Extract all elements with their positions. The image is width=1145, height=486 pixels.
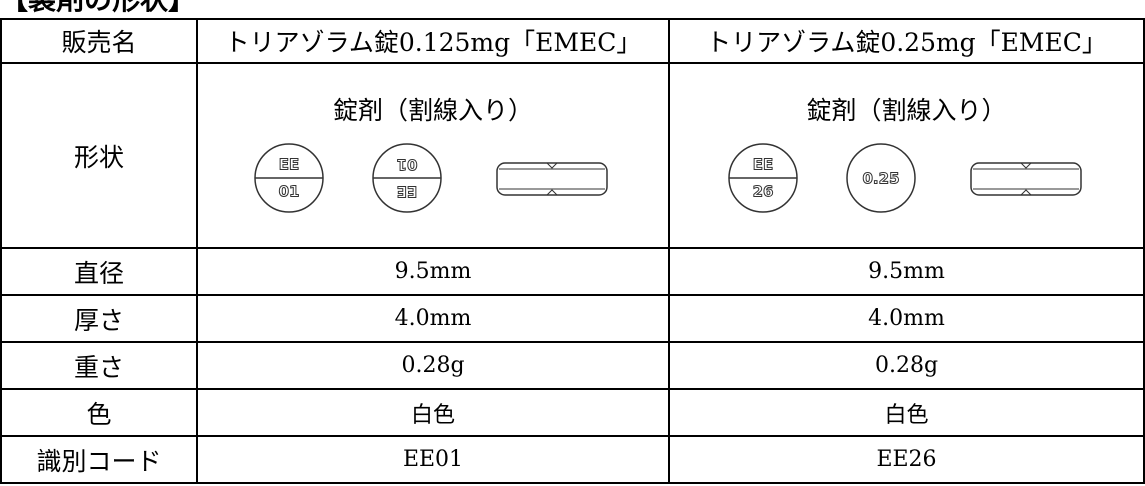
tablet-front: EE 01 xyxy=(254,142,324,213)
value-cell: EE26 xyxy=(668,435,1145,484)
value-cell: 白色 xyxy=(668,388,1145,437)
header-cell: トリアゾラム錠0.125mg「EMEC」 xyxy=(196,18,670,64)
value-cell: 4.0mm xyxy=(668,294,1145,343)
header-cell: トリアゾラム錠0.25mg「EMEC」 xyxy=(668,18,1145,64)
spec-rows: 直径 9.5mm 9.5mm 厚さ 4.0mm 4.0mm 重さ 0.28g 0.28g 色白色白… xyxy=(0,247,1145,484)
row-label: 厚さ xyxy=(0,294,198,343)
row-label: 重さ xyxy=(0,341,198,390)
row-label: 形状 xyxy=(0,62,198,249)
row-label: 色 xyxy=(0,388,198,437)
imprint: 26 xyxy=(752,182,773,200)
form-text: 錠剤（割線入り） xyxy=(806,95,1007,125)
spec-row: 重さ 0.28g 0.28g xyxy=(0,341,1145,390)
tablet-back: 0.25 xyxy=(845,142,916,213)
imprint: 0.25 xyxy=(862,169,899,187)
row-label: 直径 xyxy=(0,247,198,296)
shape-cell: 錠剤（割線入り） EE 01 EE 01 xyxy=(196,62,670,249)
value-cell: EE01 xyxy=(196,435,670,484)
tablet-icons: EE 01 EE 01 xyxy=(254,142,608,213)
tablet-front: EE 26 xyxy=(727,142,798,213)
imprint: 01 xyxy=(279,182,300,200)
heading: 【製剤の形状】 xyxy=(0,0,196,18)
imprint: EE xyxy=(752,155,773,173)
spec-row: 識別コード EE01 EE26 xyxy=(0,435,1145,484)
value-cell: 0.28g xyxy=(668,341,1145,390)
imprint: EE xyxy=(279,155,300,173)
spec-row: 厚さ 4.0mm 4.0mm xyxy=(0,294,1145,343)
value-cell: 0.28g xyxy=(196,341,670,390)
row-label: 識別コード xyxy=(0,435,198,484)
spec-row: 直径 9.5mm 9.5mm xyxy=(0,247,1145,296)
imprint: 01 xyxy=(397,155,418,173)
spec-table: 販売名 トリアゾラム錠0.125mg「EMEC」 トリアゾラム錠0.25mg「E… xyxy=(0,18,1145,484)
shape-cell: 錠剤（割線入り） EE 26 0.25 xyxy=(668,62,1145,249)
tablet-side xyxy=(496,161,608,196)
value-cell: 4.0mm xyxy=(196,294,670,343)
value-cell: 9.5mm xyxy=(196,247,670,296)
header-row: 販売名 トリアゾラム錠0.125mg「EMEC」 トリアゾラム錠0.25mg「E… xyxy=(0,18,1145,64)
form-text: 錠剤（割線入り） xyxy=(332,95,533,125)
tablet-icons: EE 26 0.25 xyxy=(727,142,1082,213)
shape-row: 形状 錠剤（割線入り） EE 01 EE 01 xyxy=(0,62,1145,249)
tablet-back: EE 01 xyxy=(372,142,442,213)
tablet-side xyxy=(969,161,1082,196)
value-cell: 白色 xyxy=(196,388,670,437)
header-cell: 販売名 xyxy=(0,18,198,64)
spec-row: 色白色 白色 xyxy=(0,388,1145,437)
value-cell: 9.5mm xyxy=(668,247,1145,296)
imprint: EE xyxy=(397,182,418,200)
